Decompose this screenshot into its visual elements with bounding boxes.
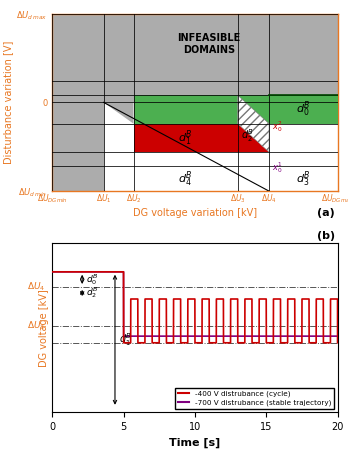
Text: $d_0^B$: $d_0^B$ bbox=[296, 100, 311, 119]
Y-axis label: DG voltage [kV]: DG voltage [kV] bbox=[39, 289, 49, 366]
Bar bbox=[134, 95, 269, 124]
Bar bbox=[269, 95, 338, 124]
Text: $d_3^B$: $d_3^B$ bbox=[296, 169, 311, 188]
X-axis label: DG voltage variation [kV]: DG voltage variation [kV] bbox=[133, 208, 257, 218]
Bar bbox=[52, 14, 104, 191]
Text: (a): (a) bbox=[317, 208, 335, 218]
Bar bbox=[134, 124, 238, 152]
Text: $d_2^B$: $d_2^B$ bbox=[240, 128, 254, 145]
Text: $\Delta U_4$: $\Delta U_4$ bbox=[27, 281, 45, 293]
Bar bbox=[238, 14, 269, 95]
Text: $x_0^1$: $x_0^1$ bbox=[272, 160, 283, 175]
Text: $d_0^B$: $d_0^B$ bbox=[86, 272, 99, 287]
Text: $d_1^B$: $d_1^B$ bbox=[119, 331, 132, 348]
Text: $d_4^B$: $d_4^B$ bbox=[178, 169, 193, 188]
Legend: -400 V distrubance (cycle), -700 V distrubance (stable trajectory): -400 V distrubance (cycle), -700 V distr… bbox=[175, 388, 334, 409]
Bar bbox=[104, 14, 134, 102]
Text: (b): (b) bbox=[317, 231, 335, 241]
Polygon shape bbox=[238, 95, 269, 152]
Polygon shape bbox=[134, 14, 238, 95]
Polygon shape bbox=[104, 102, 134, 124]
Text: $\Delta U_3$: $\Delta U_3$ bbox=[27, 320, 45, 333]
Text: $d_2^B$: $d_2^B$ bbox=[86, 285, 99, 300]
Y-axis label: Disturbance variation [V]: Disturbance variation [V] bbox=[3, 41, 13, 164]
Text: INFEASIBLE
DOMAINS: INFEASIBLE DOMAINS bbox=[177, 33, 241, 54]
Text: $x_0^2$: $x_0^2$ bbox=[272, 120, 283, 135]
Text: $d_1^B$: $d_1^B$ bbox=[178, 128, 193, 148]
X-axis label: Time [s]: Time [s] bbox=[169, 438, 221, 448]
Bar bbox=[269, 14, 338, 95]
Polygon shape bbox=[238, 124, 269, 152]
